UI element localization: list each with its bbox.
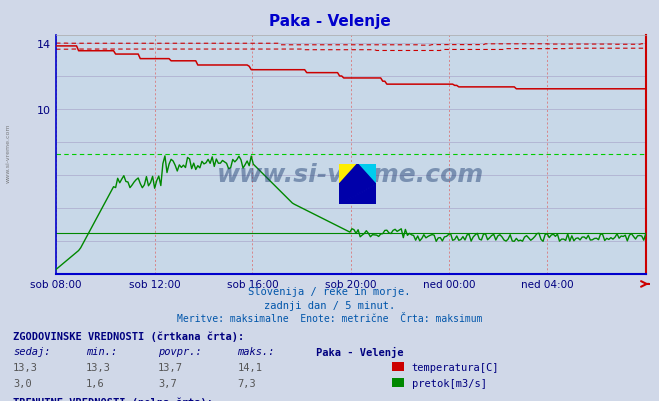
Text: 13,3: 13,3 [13, 362, 38, 372]
Text: povpr.:: povpr.: [158, 346, 202, 356]
Text: min.:: min.: [86, 346, 117, 356]
Text: 13,7: 13,7 [158, 362, 183, 372]
Text: pretok[m3/s]: pretok[m3/s] [412, 378, 487, 388]
Text: www.si-vreme.com: www.si-vreme.com [217, 162, 484, 186]
Text: 14,1: 14,1 [237, 362, 262, 372]
Text: sedaj:: sedaj: [13, 346, 51, 356]
Text: ZGODOVINSKE VREDNOSTI (črtkana črta):: ZGODOVINSKE VREDNOSTI (črtkana črta): [13, 331, 244, 341]
Polygon shape [358, 164, 376, 184]
Text: Slovenija / reke in morje.: Slovenija / reke in morje. [248, 287, 411, 297]
Text: 7,3: 7,3 [237, 378, 256, 388]
Polygon shape [339, 184, 376, 205]
Text: www.si-vreme.com: www.si-vreme.com [5, 123, 11, 182]
Text: Meritve: maksimalne  Enote: metrične  Črta: maksimum: Meritve: maksimalne Enote: metrične Črta… [177, 313, 482, 323]
Text: 3,7: 3,7 [158, 378, 177, 388]
Text: TRENUTNE VREDNOSTI (polna črta):: TRENUTNE VREDNOSTI (polna črta): [13, 396, 213, 401]
Text: 1,6: 1,6 [86, 378, 104, 388]
Text: Paka - Velenje: Paka - Velenje [316, 346, 404, 357]
Polygon shape [339, 164, 376, 184]
Text: zadnji dan / 5 minut.: zadnji dan / 5 minut. [264, 300, 395, 310]
Polygon shape [339, 184, 376, 205]
Text: temperatura[C]: temperatura[C] [412, 362, 500, 372]
Polygon shape [339, 164, 358, 184]
Text: 3,0: 3,0 [13, 378, 32, 388]
Text: Paka - Velenje: Paka - Velenje [269, 14, 390, 29]
Text: 13,3: 13,3 [86, 362, 111, 372]
Text: maks.:: maks.: [237, 346, 275, 356]
